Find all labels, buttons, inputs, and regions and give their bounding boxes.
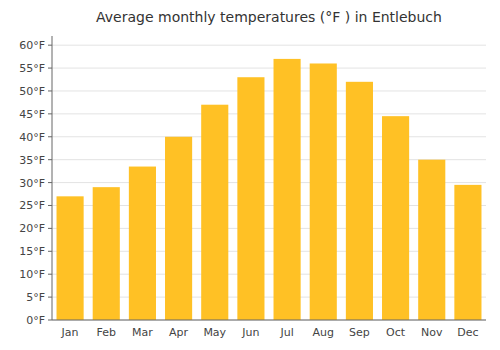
grid-line [52,136,486,137]
y-tick-label: 10°F [19,268,45,281]
grid-line [52,68,486,69]
y-axis: 0°F 5°F 10°F 15°F 20°F 25°F 30°F 35°F 40°F 45°F 50… [19,36,52,327]
y-tick-label: 30°F [19,177,45,190]
x-tick-label: Nov [421,326,443,339]
bar [274,59,301,320]
y-axis-line [52,36,53,320]
bars [57,59,482,320]
x-tick-label: Dec [457,326,478,339]
x-tick-label: Sep [349,326,370,339]
y-tick-label: 50°F [19,85,45,98]
bar [346,82,373,320]
grid-line [52,90,486,91]
x-tick-label: Apr [169,326,189,339]
bar [129,167,156,320]
x-tick-label: Feb [97,326,116,339]
x-tick-label: Jun [241,326,259,339]
bar [165,137,192,320]
grid-line [52,113,486,114]
y-tick [48,182,52,183]
grid-line [52,45,486,46]
bar [93,187,120,320]
x-tick-label: Jul [279,326,293,339]
y-tick [48,320,52,321]
y-tick-label: 55°F [19,62,45,75]
y-tick-label: 0°F [26,314,45,327]
y-tick [48,90,52,91]
y-tick-label: 25°F [19,199,45,212]
chart: Average monthly temperatures (°F ) in En… [0,0,500,350]
y-tick [48,205,52,206]
y-tick [48,113,52,114]
y-tick-label: 35°F [19,154,45,167]
y-tick-label: 20°F [19,222,45,235]
x-axis-line [52,320,486,321]
x-tick-label: May [203,326,226,339]
bar [382,116,409,320]
bar [201,105,228,320]
y-tick [48,45,52,46]
grid [52,45,486,320]
y-tick [48,136,52,137]
y-tick [48,68,52,69]
y-tick-label: 40°F [19,131,45,144]
y-tick [48,228,52,229]
x-tick-label: Mar [132,326,153,339]
x-tick-label: Aug [313,326,334,339]
y-tick [48,297,52,298]
y-tick [48,274,52,275]
title: Average monthly temperatures (°F ) in En… [96,9,442,25]
bar [310,63,337,320]
bar [454,185,481,320]
grid-line [52,320,486,321]
page: {"chart_data": {"type": "bar", "title": … [0,0,500,350]
x-tick-label: Jan [61,326,79,339]
bar [57,196,84,320]
x-axis: Jan Feb Mar Apr May Jun Jul Aug Sep Oct Nov Dec [52,320,486,339]
y-tick [48,159,52,160]
x-tick-label: Oct [386,326,406,339]
y-tick [48,251,52,252]
y-tick-label: 5°F [26,291,45,304]
bar [418,160,445,320]
y-tick-label: 15°F [19,245,45,258]
y-tick-label: 60°F [19,39,45,52]
y-tick-label: 45°F [19,108,45,121]
bar [237,77,264,320]
